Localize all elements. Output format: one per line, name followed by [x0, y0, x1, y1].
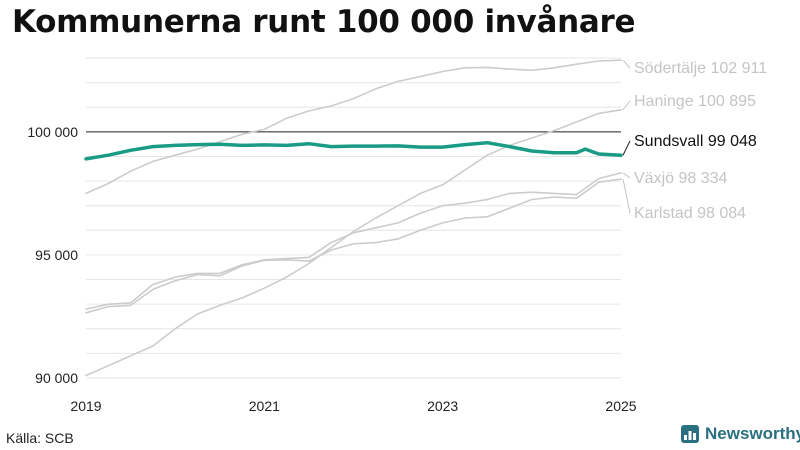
x-tick-label: 2019: [70, 398, 101, 414]
series-label-sdertlje: Södertälje 102 911: [634, 60, 767, 77]
series-line-haninge: [85, 109, 622, 377]
x-tick-label: 2025: [605, 398, 636, 414]
newsworthy-logo-icon: [681, 425, 699, 443]
series-end-value: 98 334: [678, 170, 727, 187]
series-label-haninge: Haninge 100 895: [634, 93, 756, 110]
y-tick-label: 90 000: [35, 370, 78, 386]
series-name: Södertälje: [634, 60, 711, 77]
series-label-karlstad: Karlstad 98 084: [634, 205, 746, 222]
chart-title: Kommunerna runt 100 000 invånare: [12, 4, 636, 40]
series-name: Växjö: [634, 170, 678, 187]
leader-line-sdertlje: [622, 59, 631, 69]
series-end-labels: Södertälje 102 911 Haninge 100 895 Sundsva…: [622, 59, 767, 222]
leader-line-karlstad: [622, 178, 631, 214]
gridlines: [86, 57, 621, 379]
x-tick-label: 2023: [427, 398, 458, 414]
series-lines: [84, 59, 623, 377]
series-name: Karlstad: [634, 205, 697, 222]
series-end-value: 100 895: [698, 93, 756, 110]
series-line-sundsvall: [84, 140, 623, 161]
y-axis-labels: 90 000 95 000 100 000: [27, 124, 78, 386]
series-end-value: 102 911: [711, 60, 768, 77]
x-axis-labels: 2019 2021 2023 2025: [70, 398, 636, 414]
leader-line-haninge: [622, 100, 631, 111]
x-tick-label: 2021: [249, 398, 280, 414]
series-line-karlstad: [85, 178, 622, 314]
y-tick-label: 100 000: [27, 124, 78, 140]
y-tick-label: 95 000: [35, 247, 78, 263]
brand-name: Newsworthy: [705, 424, 800, 443]
series-label-vxj: Växjö 98 334: [634, 170, 728, 187]
leader-line-sundsvall: [622, 140, 631, 156]
series-line-sdertlje: [85, 59, 622, 195]
series-line-vxj: [85, 172, 622, 310]
series-name: Haninge: [634, 93, 698, 110]
series-label-sundsvall: Sundsvall 99 048: [634, 133, 757, 150]
series-name: Sundsvall: [634, 133, 708, 150]
leader-line-vxj: [622, 172, 631, 179]
brand-logo: Newsworthy: [680, 424, 800, 444]
source-note: Källa: SCB: [6, 430, 74, 446]
series-end-value: 98 084: [697, 205, 746, 222]
series-end-value: 99 048: [708, 133, 757, 150]
